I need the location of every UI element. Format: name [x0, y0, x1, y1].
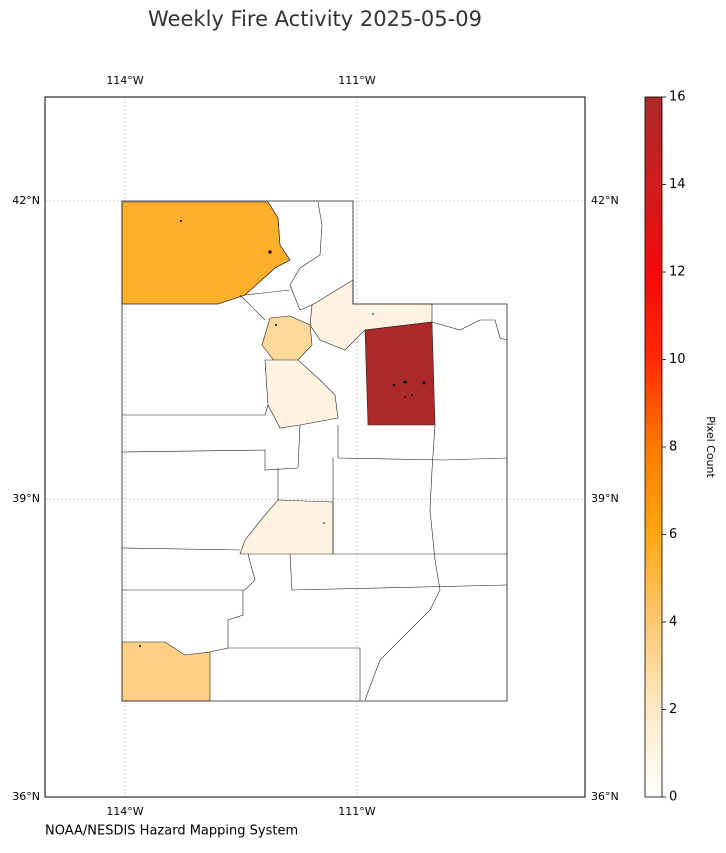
fire-county [121, 201, 291, 305]
lon-tick-label: 111°W [338, 805, 375, 818]
fire-county [261, 315, 313, 363]
source-note: NOAA/NESDIS Hazard Mapping System [45, 824, 298, 839]
colorbar-tick-label: 6 [669, 527, 677, 542]
lon-tick-label: 111°W [338, 74, 375, 87]
lat-tick-label: 39°N [12, 492, 40, 505]
fire-county [121, 641, 211, 702]
map-frame [44, 96, 586, 798]
lat-tick-label: 42°N [12, 194, 40, 207]
county-lines [121, 200, 508, 702]
colorbar-tick-label: 10 [669, 352, 686, 367]
lat-tick-label: 39°N [591, 492, 619, 505]
colorbar-label: Pixel Count [704, 416, 717, 478]
colorbar-tick-label: 16 [669, 90, 686, 105]
title: Weekly Fire Activity 2025-05-09 [148, 7, 482, 31]
colorbar-tick-label: 14 [669, 177, 686, 192]
fire-county [239, 499, 334, 555]
lon-tick-label: 114°W [106, 805, 143, 818]
colorbar-tick-label: 0 [669, 790, 677, 805]
colorbar-tick-label: 4 [669, 615, 677, 630]
colorbar-tick-label: 8 [669, 440, 677, 455]
lat-tick-label: 42°N [591, 194, 619, 207]
fire-county [264, 359, 339, 429]
colorbar-tick-label: 12 [669, 265, 686, 280]
lon-tick-label: 114°W [106, 74, 143, 87]
lat-tick-label: 36°N [591, 790, 619, 803]
lat-tick-label: 36°N [12, 790, 40, 803]
fire-county [364, 321, 436, 426]
fire-points [139, 220, 426, 647]
colorbar [644, 96, 663, 798]
colorbar-tick-label: 2 [669, 702, 677, 717]
